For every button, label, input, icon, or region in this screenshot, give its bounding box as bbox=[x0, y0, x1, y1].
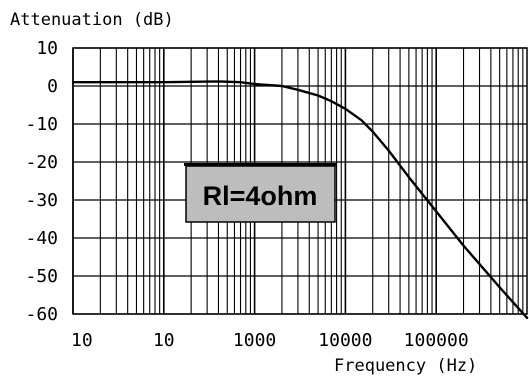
y-axis-title: Attenuation (dB) bbox=[10, 10, 174, 30]
y-tick-label: -30 bbox=[25, 190, 58, 211]
x-tick-label: 10000 bbox=[318, 330, 372, 351]
annotation-label: Rl=4ohm bbox=[203, 181, 318, 211]
annotation-box bbox=[185, 165, 336, 223]
y-tick-label: -20 bbox=[25, 152, 58, 173]
load-annotation: Rl=4ohm bbox=[184, 163, 337, 223]
annotation-top-bar bbox=[184, 163, 337, 166]
y-tick-labels: 10 0 -10 -20 -30 -40 -50 -60 bbox=[25, 38, 58, 325]
x-tick-label: 100000 bbox=[404, 330, 469, 351]
y-tick-label: 10 bbox=[36, 38, 58, 59]
grid-lines bbox=[72, 47, 528, 315]
y-tick-label: -10 bbox=[25, 114, 58, 135]
series-group bbox=[71, 80, 529, 319]
x-tick-labels: 10 10 1000 10000 100000 bbox=[71, 330, 469, 351]
x-tick-label: 10 bbox=[153, 330, 175, 351]
y-tick-label: -60 bbox=[25, 304, 58, 325]
plot-frame bbox=[72, 47, 528, 315]
y-tick-label: -50 bbox=[25, 266, 58, 287]
x-tick-label: 1000 bbox=[233, 330, 276, 351]
attenuation-line bbox=[71, 80, 529, 319]
x-axis-title: Frequency (Hz) bbox=[334, 356, 477, 376]
y-tick-label: 0 bbox=[47, 76, 58, 97]
x-tick-label: 10 bbox=[71, 330, 93, 351]
y-tick-label: -40 bbox=[25, 228, 58, 249]
